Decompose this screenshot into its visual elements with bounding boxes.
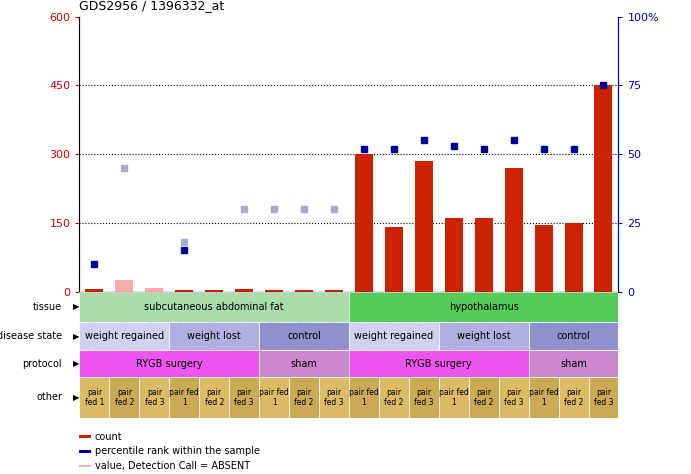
Bar [529, 377, 558, 418]
Bar [140, 377, 169, 418]
Bar [535, 225, 553, 292]
Bar [79, 377, 109, 418]
Bar [439, 322, 529, 350]
Text: weight regained: weight regained [85, 331, 164, 341]
Text: weight lost: weight lost [457, 331, 511, 341]
Bar [325, 290, 343, 292]
Text: pair
fed 2: pair fed 2 [205, 388, 224, 407]
Text: value, Detection Call = ABSENT: value, Detection Call = ABSENT [95, 461, 249, 471]
Bar [355, 154, 373, 292]
Text: ▶: ▶ [73, 393, 79, 402]
Bar [289, 377, 319, 418]
Bar [558, 377, 589, 418]
Bar [79, 465, 91, 467]
Bar [409, 377, 439, 418]
Text: pair
fed 3: pair fed 3 [414, 388, 433, 407]
Text: pair
fed 2: pair fed 2 [474, 388, 493, 407]
Bar [589, 377, 618, 418]
Bar [439, 377, 468, 418]
Text: weight lost: weight lost [187, 331, 241, 341]
Text: disease state: disease state [0, 331, 62, 341]
Bar [115, 280, 133, 292]
Bar [349, 292, 618, 322]
Text: pair fed
1: pair fed 1 [169, 388, 199, 407]
Bar [79, 322, 169, 350]
Bar [79, 350, 259, 377]
Bar [468, 377, 499, 418]
Text: sham: sham [560, 358, 587, 369]
Bar [379, 377, 409, 418]
Text: subcutaneous abdominal fat: subcutaneous abdominal fat [144, 302, 284, 312]
Text: pair
fed 3: pair fed 3 [144, 388, 164, 407]
Text: control: control [287, 331, 321, 341]
Text: pair
fed 3: pair fed 3 [234, 388, 254, 407]
Text: pair
fed 1: pair fed 1 [85, 388, 104, 407]
Text: ▶: ▶ [73, 359, 79, 368]
Bar [475, 218, 493, 292]
Text: pair
fed 3: pair fed 3 [594, 388, 613, 407]
Bar [265, 290, 283, 292]
Bar [385, 228, 403, 292]
Bar [259, 322, 349, 350]
Text: pair
fed 3: pair fed 3 [504, 388, 523, 407]
Text: RYGB surgery: RYGB surgery [136, 358, 202, 369]
Bar [319, 377, 349, 418]
Bar [349, 350, 529, 377]
Bar [235, 289, 253, 292]
Text: weight regained: weight regained [354, 331, 433, 341]
Bar [176, 290, 193, 292]
Text: GDS2956 / 1396332_at: GDS2956 / 1396332_at [79, 0, 225, 12]
Bar [169, 377, 199, 418]
Bar [349, 322, 439, 350]
Text: pair
fed 2: pair fed 2 [115, 388, 134, 407]
Bar [145, 288, 163, 292]
Text: RYGB surgery: RYGB surgery [406, 358, 472, 369]
Text: count: count [95, 431, 122, 441]
Text: pair fed
1: pair fed 1 [259, 388, 289, 407]
Bar [79, 450, 91, 453]
Text: pair fed
1: pair fed 1 [529, 388, 558, 407]
Bar [86, 289, 104, 292]
Text: percentile rank within the sample: percentile rank within the sample [95, 446, 260, 456]
Bar [529, 350, 618, 377]
Bar [499, 377, 529, 418]
Bar [259, 377, 289, 418]
Bar [529, 322, 618, 350]
Bar [109, 377, 140, 418]
Bar [445, 218, 463, 292]
Text: tissue: tissue [33, 302, 62, 312]
Bar [259, 350, 349, 377]
Text: pair
fed 3: pair fed 3 [324, 388, 343, 407]
Bar [205, 290, 223, 292]
Bar [349, 377, 379, 418]
Bar [79, 435, 91, 438]
Text: pair fed
1: pair fed 1 [439, 388, 468, 407]
Bar [415, 161, 433, 292]
Text: pair
fed 2: pair fed 2 [384, 388, 404, 407]
Text: hypothalamus: hypothalamus [448, 302, 519, 312]
Text: pair
fed 2: pair fed 2 [294, 388, 314, 407]
Text: control: control [557, 331, 590, 341]
Bar [295, 290, 313, 292]
Text: pair
fed 2: pair fed 2 [564, 388, 583, 407]
Text: ▶: ▶ [73, 302, 79, 311]
Text: other: other [36, 392, 62, 402]
Text: pair fed
1: pair fed 1 [349, 388, 379, 407]
Bar [594, 85, 612, 292]
Bar [229, 377, 259, 418]
Bar [565, 223, 583, 292]
Text: sham: sham [291, 358, 317, 369]
Bar [169, 322, 259, 350]
Text: ▶: ▶ [73, 332, 79, 340]
Bar [79, 292, 349, 322]
Bar [504, 168, 522, 292]
Bar [199, 377, 229, 418]
Text: protocol: protocol [23, 358, 62, 369]
